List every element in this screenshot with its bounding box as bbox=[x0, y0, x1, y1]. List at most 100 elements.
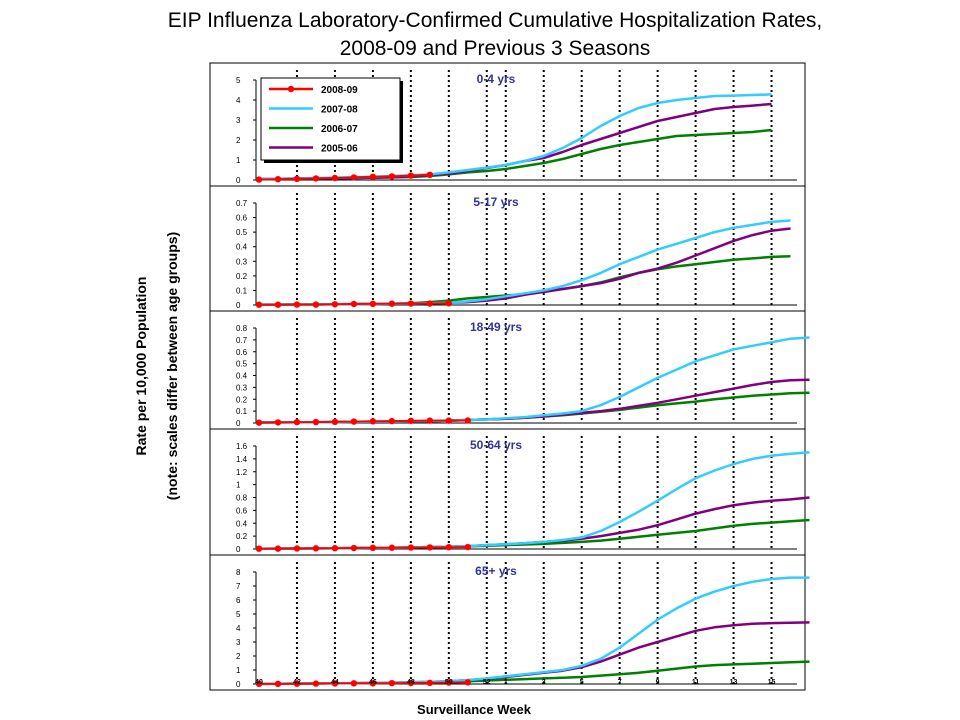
data-point-2008-09 bbox=[274, 545, 282, 552]
data-point-2008-09 bbox=[350, 300, 358, 308]
data-point-2008-09 bbox=[388, 544, 396, 551]
y-tick-label: 0.4 bbox=[236, 519, 248, 528]
data-point-2008-09 bbox=[369, 680, 377, 687]
x-tick-label: 48 bbox=[407, 679, 415, 686]
y-tick-label: 0.7 bbox=[236, 199, 248, 208]
panel-title: 65+ yrs bbox=[475, 564, 517, 578]
x-tick-label: 52 bbox=[483, 679, 491, 686]
x-tick-label: 5 bbox=[580, 679, 584, 686]
data-point-2008-09 bbox=[407, 544, 415, 551]
y-tick-label: 0.2 bbox=[236, 272, 248, 281]
series-line-2008-09 bbox=[258, 173, 430, 181]
chart-title-line1: EIP Influenza Laboratory-Confirmed Cumul… bbox=[167, 9, 823, 32]
y-tick-label: 0 bbox=[236, 680, 241, 689]
y-tick-label: 1.6 bbox=[236, 442, 248, 451]
data-point-2008-09 bbox=[350, 174, 358, 181]
data-point-2008-09 bbox=[388, 417, 396, 425]
data-point-2008-09 bbox=[407, 300, 415, 307]
x-tick-label: 3 bbox=[542, 679, 546, 686]
data-point-2008-09 bbox=[255, 419, 263, 426]
y-tick-label: 2 bbox=[236, 652, 241, 661]
data-point-2008-09 bbox=[388, 300, 396, 307]
y-tick-label: 1 bbox=[236, 481, 241, 490]
data-point-2008-09 bbox=[407, 679, 415, 687]
data-point-2008-09 bbox=[312, 545, 320, 552]
series-line-2006-07 bbox=[259, 254, 791, 306]
y-tick-label: 0.8 bbox=[236, 494, 248, 503]
data-point-2008-09 bbox=[464, 679, 472, 686]
series-line-2007-08 bbox=[258, 336, 810, 424]
data-point-2008-09 bbox=[255, 176, 263, 183]
x-tick-label: 50 bbox=[445, 679, 453, 686]
panel-title: 50-64 yrs bbox=[470, 438, 522, 452]
legend-label: 2006-07 bbox=[321, 124, 358, 135]
series-line-2006-07 bbox=[258, 518, 810, 550]
legend-marker-2008-09 bbox=[287, 85, 295, 93]
y-tick-label: 3 bbox=[236, 638, 241, 647]
series-line-2005-06 bbox=[258, 621, 810, 686]
y-tick-label: 0.8 bbox=[236, 324, 248, 333]
legend-label: 2008-09 bbox=[321, 85, 358, 96]
data-point-2008-09 bbox=[255, 301, 263, 308]
y-tick-label: 0.4 bbox=[236, 372, 248, 381]
data-point-2008-09 bbox=[312, 680, 320, 687]
data-point-2008-09 bbox=[464, 543, 472, 551]
data-point-2008-09 bbox=[293, 301, 301, 308]
legend-label: 2005-06 bbox=[321, 144, 358, 155]
data-point-2008-09 bbox=[331, 680, 339, 687]
data-point-2008-09 bbox=[445, 543, 453, 551]
y-tick-label: 0.2 bbox=[236, 395, 248, 404]
y-tick-label: 0.6 bbox=[236, 348, 248, 357]
x-tick-label: 11 bbox=[692, 679, 700, 686]
x-tick-label: 42 bbox=[293, 679, 301, 686]
data-point-2008-09 bbox=[426, 300, 434, 307]
series-line-2007-08 bbox=[258, 576, 810, 686]
y-tick-label: 0 bbox=[236, 176, 241, 185]
data-point-2008-09 bbox=[255, 545, 263, 552]
data-point-2008-09 bbox=[426, 417, 434, 424]
data-point-2008-09 bbox=[369, 300, 377, 308]
data-point-2008-09 bbox=[388, 679, 396, 687]
data-point-2008-09 bbox=[274, 301, 282, 308]
data-point-2008-09 bbox=[293, 545, 301, 552]
data-point-2008-09 bbox=[388, 173, 396, 180]
x-tick-label: 9 bbox=[656, 679, 660, 686]
x-tick-label: 15 bbox=[768, 679, 776, 686]
y-tick-label: 1 bbox=[236, 156, 241, 165]
y-tick-label: 8 bbox=[236, 568, 241, 577]
y-tick-label: 0.5 bbox=[236, 360, 248, 369]
data-point-2008-09 bbox=[255, 680, 263, 688]
series-line-2008-09 bbox=[258, 419, 468, 424]
data-point-2008-09 bbox=[350, 418, 358, 425]
y-tick-label: 0.3 bbox=[236, 257, 248, 266]
data-point-2008-09 bbox=[293, 418, 301, 426]
data-point-2008-09 bbox=[369, 173, 377, 180]
y-tick-label: 0.5 bbox=[236, 228, 248, 237]
data-point-2008-09 bbox=[274, 176, 282, 183]
x-tick-label: 40 bbox=[255, 679, 263, 686]
legend-label: 2007-08 bbox=[321, 105, 358, 116]
panel-title: 0-4 yrs bbox=[477, 72, 516, 86]
data-point-2008-09 bbox=[293, 680, 301, 687]
y-tick-label: 5 bbox=[236, 610, 241, 619]
chart-title-line2: 2008-09 and Previous 3 Seasons bbox=[339, 37, 651, 60]
y-tick-label: 2 bbox=[236, 136, 241, 145]
y-tick-label: 6 bbox=[236, 596, 241, 605]
data-point-2008-09 bbox=[350, 544, 358, 552]
y-tick-label: 1 bbox=[236, 666, 241, 675]
y-tick-label: 0.1 bbox=[236, 286, 248, 295]
data-point-2008-09 bbox=[369, 544, 377, 552]
data-point-2008-09 bbox=[407, 172, 415, 179]
data-point-2008-09 bbox=[426, 171, 434, 178]
y-tick-label: 0.3 bbox=[236, 383, 248, 392]
y-tick-label: 1.2 bbox=[236, 468, 248, 477]
data-point-2008-09 bbox=[350, 680, 358, 687]
data-point-2008-09 bbox=[445, 300, 453, 307]
data-point-2008-09 bbox=[445, 417, 453, 424]
data-point-2008-09 bbox=[293, 175, 301, 182]
y-tick-label: 0.7 bbox=[236, 336, 248, 345]
y-tick-label: 4 bbox=[236, 96, 241, 105]
y-tick-label: 7 bbox=[236, 582, 241, 591]
panel-title: 5-17 yrs bbox=[473, 195, 519, 209]
